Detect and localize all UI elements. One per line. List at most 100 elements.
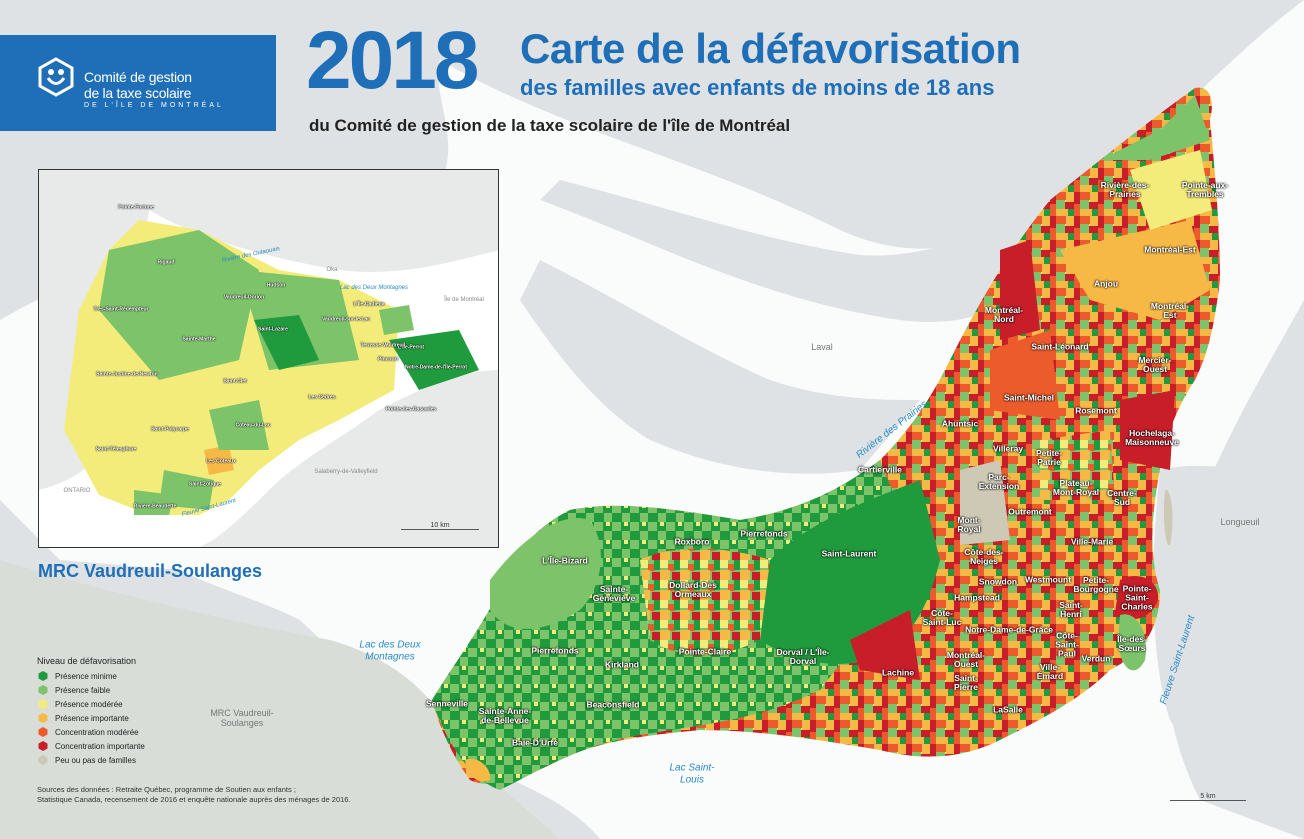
legend-item: Peu ou pas de familles bbox=[38, 755, 136, 765]
map-label: Snowdon bbox=[978, 576, 1018, 587]
data-sources: Sources des données : Retraite Québec, p… bbox=[37, 785, 437, 805]
map-label: LaSalle bbox=[993, 704, 1023, 715]
inset-label: Les Coteaux bbox=[206, 458, 236, 465]
inset-label: Pointe-des-Cascades bbox=[385, 406, 437, 413]
inset-label: Saint-Lazare bbox=[258, 326, 288, 333]
map-scale-label: 5 km bbox=[1200, 793, 1216, 800]
map-label: Westmount bbox=[1024, 574, 1072, 585]
map-label: Ville-Marie bbox=[1070, 536, 1114, 547]
map-label: Pointe-Claire bbox=[678, 646, 732, 657]
map-label: Mont-Royal bbox=[957, 515, 981, 534]
geo-label: Laval bbox=[811, 342, 833, 353]
legend-hexagon-icon bbox=[38, 699, 48, 709]
legend-item-label: Présence importante bbox=[55, 713, 129, 723]
map-label: Senneville bbox=[425, 698, 469, 709]
map-label: Cartierville bbox=[858, 464, 902, 475]
map-label: Côte-Saint-Paul bbox=[1055, 630, 1079, 659]
inset-label: Rivière-Beaudette bbox=[133, 503, 177, 510]
legend-item-label: Présence modérée bbox=[55, 699, 123, 709]
map-label: Côte-des-Neiges bbox=[964, 547, 1004, 566]
cgtsim-logo-icon bbox=[38, 57, 74, 97]
map-label: Pierrefonds bbox=[531, 645, 579, 656]
legend-item: Présence faible bbox=[38, 685, 110, 695]
map-label: Hampstead bbox=[954, 592, 1000, 603]
inset-label: Sainte-Justine-de-Newton bbox=[96, 371, 158, 378]
inset-label: Saint-Polycarpe bbox=[151, 426, 189, 433]
inset-label: Pincourt bbox=[377, 356, 399, 363]
logo-text-line1: Comité de gestion bbox=[84, 69, 192, 85]
inset-label: Très-Saint-Rédempteur bbox=[93, 306, 149, 313]
legend-item: Présence importante bbox=[38, 713, 129, 723]
legend-title: Niveau de défavorisation bbox=[37, 656, 137, 666]
map-label: Ville-Émard bbox=[1036, 662, 1064, 681]
legend-item: Concentration importante bbox=[38, 741, 145, 751]
legend-hexagon-icon bbox=[38, 741, 48, 751]
inset-title: MRC Vaudreuil-Soulanges bbox=[38, 561, 263, 581]
map-label: Saint-Laurent bbox=[821, 548, 877, 559]
inset-label: Coteau-du-Lac bbox=[235, 422, 271, 429]
water-label: Lac des Deux Montagnes bbox=[359, 639, 421, 663]
legend-hexagon-icon bbox=[38, 713, 48, 723]
year-title: 2018 bbox=[306, 15, 479, 106]
legend-item-label: Concentration modérée bbox=[55, 727, 139, 737]
map-label: Mercier-Ouest bbox=[1138, 355, 1172, 374]
inset-label: Sainte-Marthe bbox=[182, 336, 216, 343]
inset-label: Pointe-Fortune bbox=[118, 204, 154, 211]
inset-map-canvas bbox=[39, 170, 498, 547]
inset-scale-label: 10 km bbox=[430, 522, 450, 529]
map-label: Parc-Extension bbox=[978, 472, 1020, 491]
map-label: Montréal-Nord bbox=[984, 305, 1024, 324]
map-label: Villeray bbox=[992, 443, 1024, 454]
map-label: Anjou bbox=[1093, 278, 1119, 289]
map-label: Notre-Dame-de-Grâce bbox=[965, 624, 1053, 635]
map-label: Ahuntsic bbox=[941, 418, 979, 429]
legend-hexagon-icon bbox=[38, 671, 48, 681]
inset-geo-label: Île de Montréal bbox=[444, 297, 484, 303]
map-label: Pierrefonds bbox=[740, 528, 788, 539]
sources-line1: Sources des données : Retraite Québec, p… bbox=[37, 785, 296, 794]
map-label: Verdun bbox=[1081, 653, 1111, 664]
inset-geo-label: ONTARIO bbox=[63, 488, 91, 494]
legend-item-label: Concentration importante bbox=[55, 741, 145, 751]
map-label: Beaconsfield bbox=[586, 699, 640, 710]
map-scale-line bbox=[1170, 800, 1246, 801]
map-label: Île-des-Sœurs bbox=[1117, 634, 1147, 653]
map-label: Pointe-Saint-Charles bbox=[1121, 583, 1153, 612]
map-label: Plateau-Mont-Royal bbox=[1052, 478, 1100, 497]
inset-label: Notre-Dame-de-l'Île-Perrot bbox=[404, 364, 468, 371]
inset-water-label: Lac des Deux Montagnes bbox=[339, 285, 409, 291]
geo-label: Longueuil bbox=[1220, 517, 1260, 528]
inset-geo-label: Oka bbox=[326, 267, 338, 273]
map-label: Dorval / L'Île-Dorval bbox=[776, 647, 830, 666]
map-label: Sainte-Geneviève bbox=[592, 584, 636, 603]
inset-label: Hudson bbox=[266, 282, 286, 289]
legend-item-label: Peu ou pas de familles bbox=[55, 755, 136, 765]
map-label: L'Île-Bizard bbox=[542, 555, 588, 566]
page-subtitle: du Comité de gestion de la taxe scolaire… bbox=[309, 116, 791, 135]
inset-label: Vaudreuil-Dorion bbox=[223, 294, 265, 301]
map-label: Dollard-Des Ormeaux bbox=[669, 580, 717, 599]
logo-text-line3: DE L'ÎLE DE MONTRÉAL bbox=[84, 102, 224, 109]
legend-item-label: Présence faible bbox=[55, 685, 111, 695]
legend-hexagon-icon bbox=[38, 685, 48, 695]
legend-item: Présence minime bbox=[38, 671, 117, 681]
inset-label: L'Île-Cadieux bbox=[353, 301, 385, 308]
map-label: Rosemont bbox=[1075, 405, 1117, 416]
inset-map-vaudreuil-soulanges: Pointe-Fortune Rigaud Très-Saint-Rédempt… bbox=[38, 169, 499, 548]
inset-geo-label: Salaberry-de-Valleyfield bbox=[314, 469, 378, 475]
inset-label: Saint-Télesphore bbox=[95, 446, 137, 453]
inset-label: Vaudreuil-sur-le-Lac bbox=[321, 316, 371, 323]
inset-label: L'Île-Perrot bbox=[397, 344, 425, 351]
page-title-line2: des familles avec enfants de moins de 18… bbox=[520, 75, 995, 100]
map-label: Pointe-aux-Trembles bbox=[1181, 180, 1229, 199]
map-label: Outremont bbox=[1008, 506, 1052, 517]
map-label: Roxboro bbox=[674, 536, 710, 547]
map-label: Saint-Léonard bbox=[1031, 341, 1089, 352]
water-label: Lac Saint-Louis bbox=[669, 762, 715, 786]
map-label: Montréal-Est bbox=[1150, 301, 1190, 320]
map-label: Saint-Henri bbox=[1059, 600, 1083, 619]
legend-item: Concentration modérée bbox=[38, 727, 139, 737]
map-scale-bar: 5 km bbox=[1170, 793, 1246, 801]
inset-label: Saint-Zotique bbox=[189, 481, 221, 488]
